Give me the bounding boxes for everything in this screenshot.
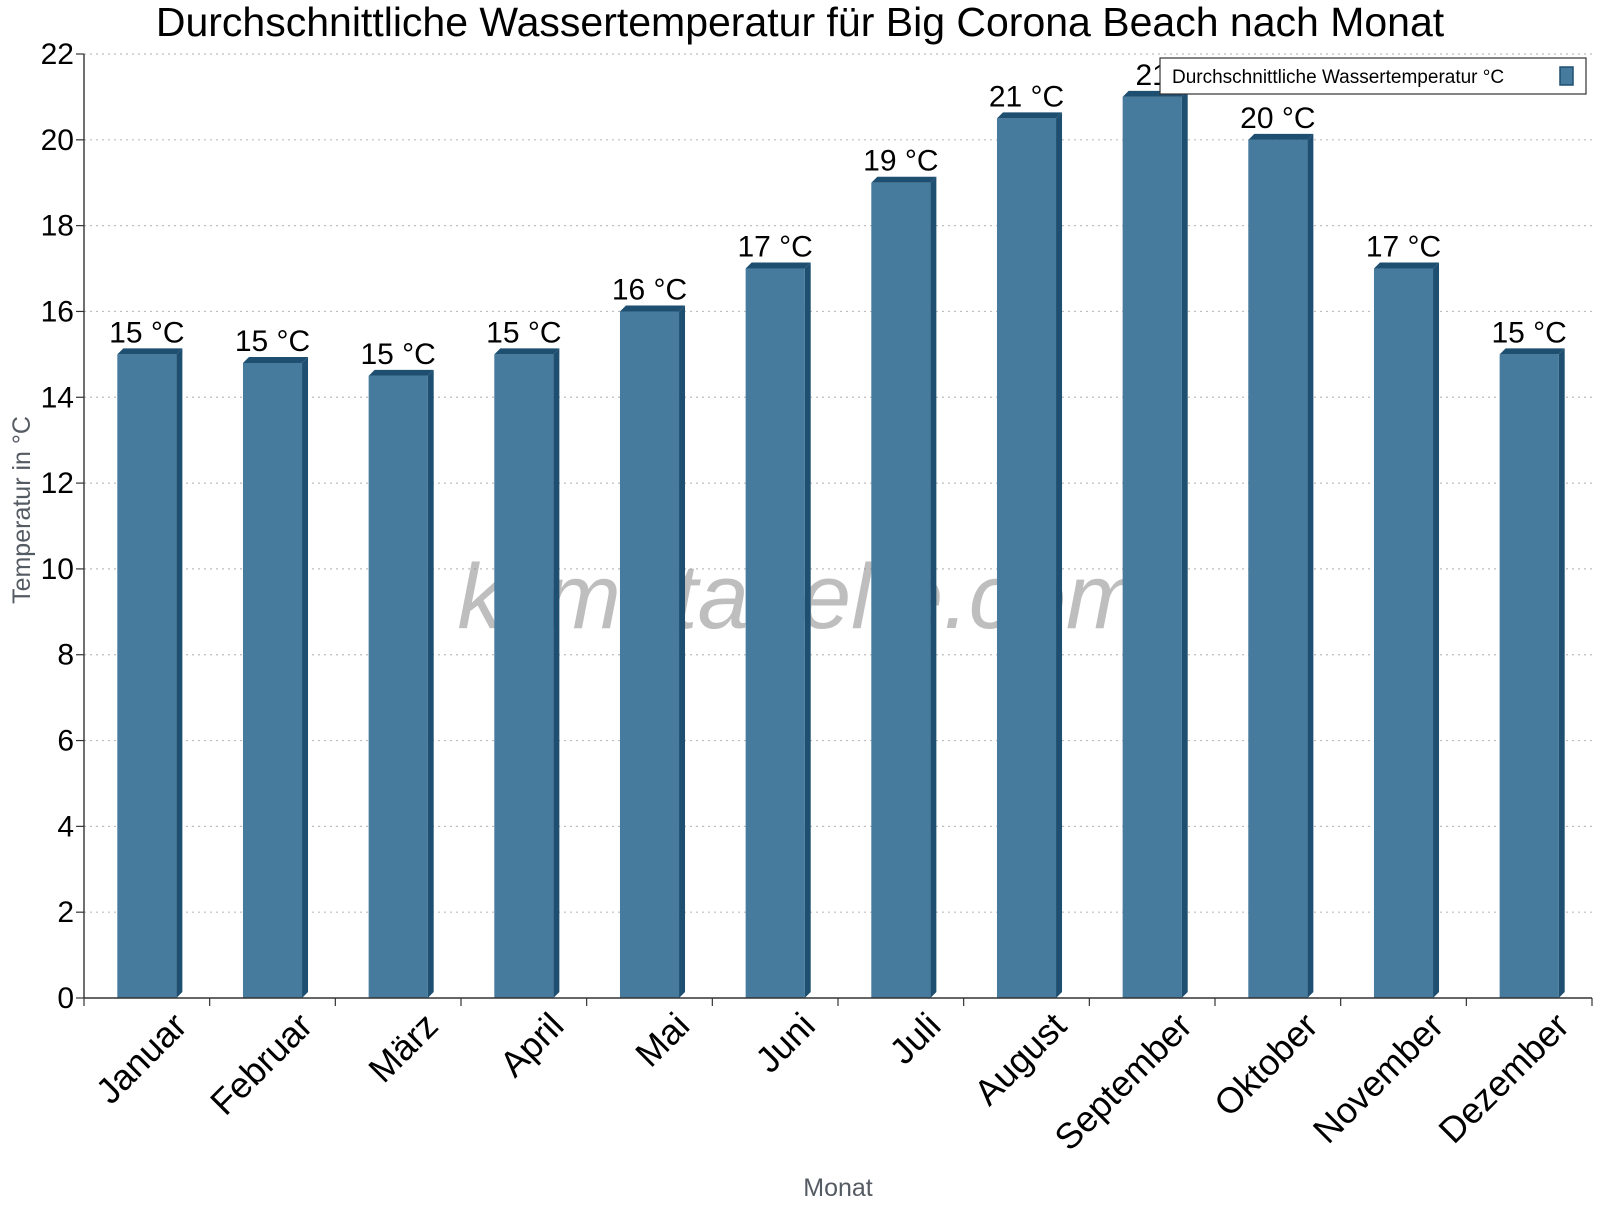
y-tick-label: 10	[41, 553, 74, 586]
bar	[996, 118, 1057, 998]
bar	[871, 182, 931, 998]
x-axis-ticks: Januar Februar März April Mai Juni Juli AugustS…	[83, 998, 1593, 1159]
bar-top	[1373, 262, 1440, 269]
bar-side	[1307, 133, 1314, 998]
bar-top	[368, 369, 434, 376]
y-tick-label: 8	[57, 639, 74, 672]
y-axis-title: Temperatur in °C	[8, 416, 36, 604]
y-tick-label: 4	[57, 810, 74, 843]
bar-top	[619, 305, 686, 312]
bar-side	[427, 369, 434, 998]
bar	[494, 354, 554, 998]
bar-top	[1248, 133, 1314, 140]
bar-top	[745, 262, 811, 269]
y-tick-label: 18	[41, 210, 74, 243]
bar	[1373, 268, 1434, 999]
legend-label: Durchschnittliche Wassertemperatur °C	[1172, 67, 1504, 88]
bar-side	[176, 348, 183, 998]
y-tick-label: 22	[41, 38, 74, 71]
x-tick-label: November	[1305, 1005, 1451, 1151]
bar-side	[679, 305, 686, 998]
bar-side	[1558, 348, 1565, 998]
bars: 15 °C 15 °C 15 °C 15 °C 16 °C 17 °C 19 °C 21 °C…	[109, 59, 1567, 999]
data-label: 16 °C	[612, 273, 687, 306]
data-label: 17 °C	[1366, 231, 1441, 264]
bar	[619, 311, 680, 998]
bar-side	[804, 262, 811, 999]
x-tick-label: Februar	[202, 1005, 320, 1123]
y-tick-label: 16	[41, 295, 74, 328]
y-axis-ticks: 0 2 4 6 8 10 12 14 16 18 20 22	[41, 38, 84, 1015]
x-tick-label: März	[360, 1005, 446, 1091]
chart-title: Durchschnittliche Wassertemperatur für B…	[156, 0, 1445, 45]
bar-side	[1181, 90, 1188, 999]
legend: Durchschnittliche Wassertemperatur °C	[1159, 57, 1587, 95]
data-label: 15 °C	[1491, 316, 1566, 349]
y-tick-label: 0	[57, 982, 74, 1015]
x-tick-label: Dezember	[1430, 1005, 1576, 1151]
y-tick-label: 6	[57, 725, 74, 758]
bar	[368, 375, 428, 998]
legend-swatch	[1559, 66, 1574, 86]
x-tick-label: Oktober	[1206, 1005, 1326, 1125]
data-label: 15 °C	[109, 316, 184, 349]
bar-side	[1433, 262, 1440, 999]
data-label: 15 °C	[486, 316, 561, 349]
axes	[83, 54, 1592, 999]
bar	[242, 362, 303, 999]
bar-top	[494, 348, 560, 355]
bar-side	[1056, 112, 1063, 998]
data-label: 20 °C	[1240, 102, 1315, 135]
bar	[745, 268, 805, 999]
x-tick-label: Mai	[627, 1005, 697, 1075]
x-tick-label: Januar	[88, 1005, 195, 1112]
bar-top	[242, 356, 309, 363]
y-tick-label: 14	[41, 381, 74, 414]
x-tick-label: Juli	[881, 1005, 948, 1072]
bar	[117, 354, 177, 998]
bar-side	[930, 176, 937, 998]
x-tick-label: April	[492, 1005, 572, 1085]
bar	[1122, 96, 1182, 999]
x-tick-label: September	[1046, 1005, 1200, 1159]
bar	[1499, 354, 1559, 998]
x-tick-label: Juni	[747, 1005, 823, 1081]
bar-top	[996, 112, 1063, 119]
y-tick-label: 20	[41, 124, 74, 157]
y-tick-label: 12	[41, 467, 74, 500]
x-tick-label: August	[966, 1005, 1074, 1113]
bar-top	[117, 348, 183, 355]
legend-box	[1159, 57, 1587, 95]
bar	[1248, 139, 1308, 998]
grid-lines	[84, 53, 1592, 913]
y-tick-label: 2	[57, 896, 74, 929]
x-axis-title: Monat	[803, 1174, 873, 1200]
bar-side	[553, 348, 560, 998]
bar-top	[871, 176, 937, 183]
data-label: 17 °C	[737, 231, 812, 264]
bar-top	[1499, 348, 1565, 355]
data-label: 15 °C	[360, 338, 435, 371]
data-label: 21 °C	[989, 80, 1064, 113]
data-label: 19 °C	[863, 145, 938, 178]
bar-side	[302, 356, 309, 999]
data-label: 15 °C	[235, 325, 310, 358]
